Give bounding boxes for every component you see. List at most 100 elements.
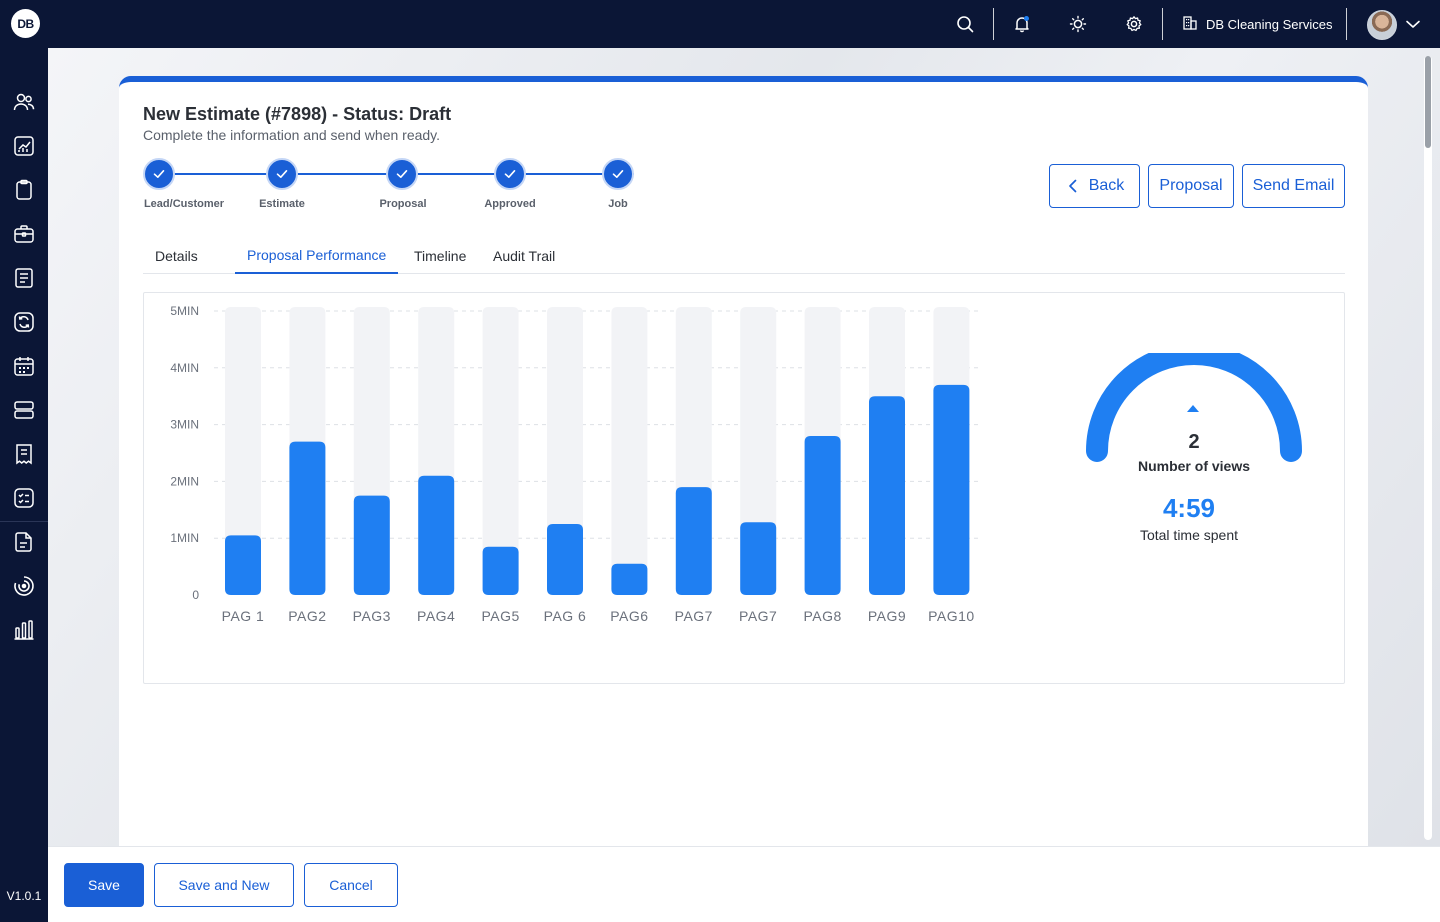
app-logo[interactable]: DB — [11, 9, 40, 38]
estimate-card: New Estimate (#7898) - Status: Draft Com… — [119, 76, 1368, 856]
bar[interactable] — [804, 435, 841, 595]
bar-chart-icon[interactable] — [12, 618, 36, 642]
step-approved[interactable] — [494, 158, 526, 190]
step-label: Approved — [484, 198, 536, 210]
sidebar: V1.0.1 — [0, 48, 48, 922]
step-job[interactable] — [602, 158, 634, 190]
server-icon[interactable] — [12, 398, 36, 422]
sun-icon[interactable] — [1066, 12, 1090, 36]
y-tick-label: 1MIN — [170, 531, 199, 545]
y-tick-label: 3MIN — [170, 418, 199, 432]
x-tick-label: PAG6 — [610, 608, 648, 624]
bar[interactable] — [611, 563, 648, 595]
receipt-icon[interactable] — [12, 442, 36, 466]
progress-stepper: Lead/Customer Estimate Proposal Approved… — [143, 158, 643, 218]
scrollbar-thumb[interactable] — [1425, 56, 1431, 148]
bar[interactable] — [482, 546, 519, 595]
tab-details[interactable]: Details — [155, 248, 198, 264]
page-scrollbar[interactable] — [1424, 56, 1432, 840]
document-list-icon[interactable] — [12, 266, 36, 290]
x-tick-label: PAG9 — [868, 608, 906, 624]
bar[interactable] — [353, 495, 390, 595]
x-tick-label: PAG8 — [803, 608, 841, 624]
send-email-button[interactable]: Send Email — [1242, 164, 1345, 208]
tab-audit-trail[interactable]: Audit Trail — [493, 248, 556, 264]
topbar-divider — [993, 8, 994, 40]
checklist-icon[interactable] — [12, 486, 36, 510]
top-bar: DB DB Cleaning Services — [0, 0, 1440, 48]
step-label: Lead/Customer — [143, 198, 225, 210]
step-label: Proposal — [379, 198, 427, 210]
briefcase-icon[interactable] — [12, 222, 36, 246]
chevron-down-icon[interactable] — [1404, 15, 1422, 33]
avatar[interactable] — [1367, 10, 1397, 40]
company-switcher[interactable]: DB Cleaning Services — [1182, 13, 1332, 35]
save-and-new-button[interactable]: Save and New — [154, 863, 294, 907]
calendar-icon[interactable] — [12, 354, 36, 378]
page-title: New Estimate (#7898) - Status: Draft — [143, 104, 452, 124]
cancel-button[interactable]: Cancel — [304, 863, 398, 907]
target-icon[interactable] — [12, 574, 36, 598]
bar[interactable] — [933, 384, 970, 595]
search-icon[interactable] — [953, 12, 977, 36]
bar[interactable] — [418, 475, 455, 595]
company-name: DB Cleaning Services — [1206, 16, 1333, 32]
step-lead-customer[interactable] — [143, 158, 175, 190]
save-button[interactable]: Save — [64, 863, 144, 907]
back-button[interactable]: Back — [1049, 164, 1140, 208]
proposal-performance-panel: 0 1MIN 2MIN 3MIN 4MIN 5MIN PAG 1 PAG2 PAG3 PAG4 PA… — [143, 292, 1345, 684]
check-icon — [153, 169, 165, 178]
x-tick-label: PAG5 — [481, 608, 519, 624]
topbar-divider — [1162, 8, 1163, 40]
file-icon[interactable] — [12, 530, 36, 554]
page-subtitle: Complete the information and send when r… — [143, 127, 441, 143]
time-per-page-chart: 0 1MIN 2MIN 3MIN 4MIN 5MIN PAG 1 PAG2 PAG3 PAG4 PA… — [170, 304, 979, 624]
app-version: V1.0.1 — [6, 889, 42, 903]
y-tick-label: 0 — [192, 588, 199, 602]
gear-icon[interactable] — [1122, 12, 1146, 36]
clipboard-icon[interactable] — [12, 178, 36, 202]
bar[interactable] — [225, 535, 261, 595]
x-tick-label: PAG10 — [928, 608, 975, 624]
chevron-left-icon — [1068, 179, 1077, 193]
check-icon — [504, 169, 516, 178]
bar-track — [482, 307, 519, 595]
x-tick-label: PAG 1 — [222, 608, 265, 624]
tab-bar: Details Proposal Performance Timeline Au… — [143, 238, 1345, 274]
views-label: Number of views — [1137, 458, 1251, 474]
topbar-divider — [1346, 8, 1347, 40]
proposal-button[interactable]: Proposal — [1148, 164, 1234, 208]
bar-track — [225, 307, 261, 595]
caret-up-icon — [1187, 405, 1199, 412]
sidebar-divider — [0, 521, 48, 522]
views-count: 2 — [1188, 431, 1200, 453]
bar[interactable] — [547, 524, 583, 595]
tab-proposal-performance[interactable]: Proposal Performance — [235, 238, 399, 274]
building-icon — [1182, 15, 1198, 34]
step-estimate[interactable] — [266, 158, 298, 190]
bar[interactable] — [869, 396, 905, 595]
check-icon — [276, 169, 288, 178]
time-spent-value: 4:59 — [1162, 493, 1216, 523]
bar[interactable] — [289, 441, 326, 595]
x-tick-label: PAG2 — [288, 608, 326, 624]
step-proposal[interactable] — [386, 158, 418, 190]
y-tick-label: 5MIN — [170, 304, 199, 318]
refresh-icon[interactable] — [12, 310, 36, 334]
step-label: Estimate — [259, 198, 305, 210]
views-gauge: 2 Number of views 4:59 Total time spent — [1084, 343, 1304, 553]
bar-track — [547, 307, 583, 595]
bell-icon[interactable] — [1010, 12, 1034, 36]
bar[interactable] — [675, 487, 712, 595]
analytics-icon[interactable] — [12, 134, 36, 158]
form-footer: Save Save and New Cancel — [48, 846, 1440, 922]
y-tick-label: 2MIN — [170, 474, 199, 488]
y-tick-label: 4MIN — [170, 361, 199, 375]
bar-track — [611, 307, 648, 595]
time-spent-label: Total time spent — [1139, 527, 1239, 543]
step-label: Job — [608, 198, 628, 210]
check-icon — [396, 169, 408, 178]
bar[interactable] — [740, 522, 777, 595]
users-icon[interactable] — [12, 90, 36, 114]
tab-timeline[interactable]: Timeline — [414, 248, 467, 264]
